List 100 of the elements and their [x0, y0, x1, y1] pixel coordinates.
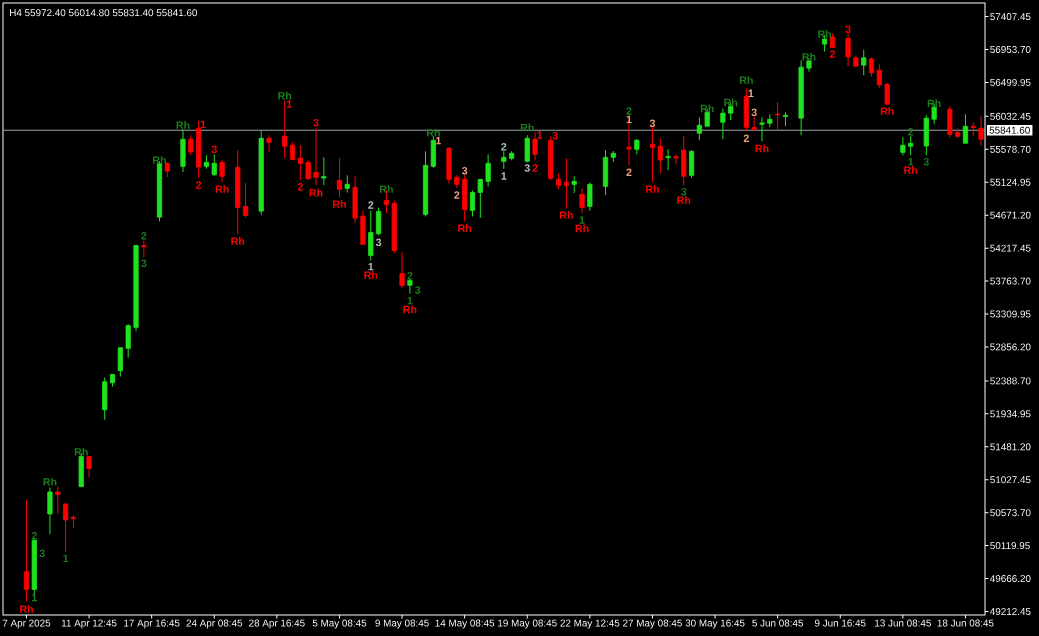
y-tick-label: 54671.20: [990, 211, 1031, 219]
candlestick: [399, 252, 405, 289]
y-tick-label: 56032.45: [990, 112, 1031, 120]
annotation: 1: [63, 554, 69, 562]
annotation: 3: [211, 145, 217, 154]
candlestick: [282, 100, 288, 159]
candlestick: [696, 116, 702, 141]
x-tick-label: 5 Jun 08:45: [752, 619, 804, 627]
candlestick: [266, 134, 272, 153]
candlestick: [962, 113, 969, 144]
candlestick: [665, 148, 671, 171]
annotation: 3: [751, 108, 757, 117]
candlestick: [775, 101, 781, 131]
chart-title: H4 55972.40 56014.80 55831.40 55841.60: [10, 9, 198, 17]
candlestick: [485, 153, 491, 187]
candlestick: [579, 187, 585, 214]
annotation: 3: [552, 131, 558, 140]
annotation: Rh: [927, 99, 941, 108]
candlestick: [321, 156, 327, 186]
candlestick: [673, 154, 679, 166]
y-tick-label: 52388.70: [990, 377, 1031, 385]
candlestick: [759, 116, 765, 142]
candlestick: [657, 138, 663, 174]
x-tick-label: 27 May 08:45: [623, 619, 682, 629]
annotation: Rh: [153, 156, 166, 164]
candlestick: [47, 487, 53, 535]
annotation: Rh: [380, 185, 393, 193]
annotation: Rh: [818, 30, 832, 38]
candlestick: [86, 456, 92, 479]
candlestick: [407, 278, 413, 295]
candlestick: [978, 115, 984, 146]
annotation: 2: [454, 191, 460, 199]
candlestick: [70, 514, 77, 529]
annotation: 1: [501, 172, 507, 180]
annotation: Rh: [403, 305, 417, 314]
candlestick: [313, 127, 319, 186]
candlestick: [297, 144, 303, 181]
candlestick: [649, 126, 656, 183]
annotation: 1: [368, 263, 374, 271]
annotation: 2: [743, 134, 749, 143]
annotation: 2: [297, 182, 303, 191]
annotation: 2: [31, 531, 37, 540]
candlestick: [219, 159, 225, 183]
candlestick: [368, 209, 374, 261]
candlestick: [55, 486, 61, 515]
candlestick: [563, 157, 569, 209]
annotation: 1: [32, 593, 37, 602]
annotation: Rh: [677, 196, 691, 204]
annotation: 2: [501, 142, 507, 151]
candlestick: [242, 182, 249, 218]
annotation: Rh: [802, 52, 816, 61]
candlestick: [876, 63, 882, 89]
y-tick-label: 51481.20: [990, 443, 1031, 451]
y-tick-label: 51027.45: [990, 476, 1031, 484]
annotation: 3: [524, 164, 530, 172]
annotation: Rh: [880, 107, 894, 115]
annotation: Rh: [364, 271, 378, 279]
annotation: 3: [313, 118, 319, 127]
candlestick: [211, 153, 217, 177]
candlestick: [469, 189, 476, 217]
y-tick-label: 55124.95: [990, 178, 1031, 186]
x-tick-label: 18 Jun 08:45: [937, 619, 994, 627]
candlestick: [23, 499, 30, 602]
candlestick: [117, 347, 123, 377]
annotation: 3: [923, 157, 929, 166]
y-tick-label: 49212.45: [990, 607, 1031, 615]
annotation: 3: [461, 166, 468, 175]
candlestick: [336, 157, 343, 198]
annotation: 3: [681, 187, 687, 196]
x-tick-label: 30 May 16:45: [685, 619, 745, 629]
annotation: Rh: [520, 123, 534, 132]
x-tick-label: 5 May 08:45: [312, 619, 367, 629]
annotation: Rh: [904, 166, 918, 174]
candlestick: [477, 178, 483, 219]
candlestick: [884, 82, 890, 105]
annotation: 2: [626, 107, 632, 115]
y-tick-label: 49666.20: [990, 575, 1031, 583]
annotation: Rh: [458, 224, 472, 232]
annotation: 1: [436, 137, 442, 145]
annotation: Rh: [333, 200, 346, 208]
candlestick: [188, 134, 194, 156]
annotation: 1: [908, 158, 914, 166]
annotation: Rh: [559, 211, 573, 219]
candlestick: [532, 131, 538, 161]
annotation: 1: [407, 297, 413, 305]
y-tick-label: 54217.45: [990, 244, 1031, 252]
y-tick-label: 51934.95: [990, 410, 1031, 418]
annotation: 2: [626, 168, 632, 177]
y-tick-label: 50119.95: [990, 542, 1030, 550]
x-tick-label: 9 May 08:45: [375, 619, 429, 629]
candlestick: [375, 206, 382, 236]
candlestick: [587, 181, 593, 212]
annotation: 1: [748, 89, 754, 97]
ref-line-label: 55841.60: [989, 126, 1030, 134]
annotation: 1: [537, 131, 543, 139]
x-tick-label: 22 May 12:45: [560, 619, 620, 629]
annotation: Rh: [20, 605, 33, 613]
annotation: Rh: [724, 98, 738, 107]
annotation: 3: [39, 549, 45, 558]
candlestick: [900, 136, 906, 156]
